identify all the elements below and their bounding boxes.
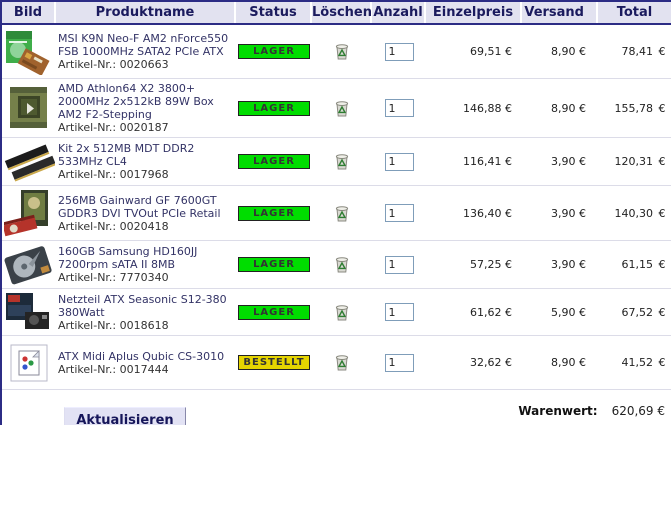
currency-symbol: € bbox=[658, 45, 666, 58]
product-image-power-supply-icon bbox=[6, 293, 49, 329]
column-header-einzelpreis: Einzelpreis bbox=[426, 2, 522, 23]
quantity-input[interactable] bbox=[384, 303, 414, 321]
product-name-link[interactable]: 160GB Samsung HD160JJ 7200rpm sATA II 8M… bbox=[58, 245, 198, 271]
unit-price: 69,51 € bbox=[470, 45, 512, 58]
table-header-row: Bild Produktname Status Löschen Anzahl E… bbox=[2, 2, 671, 25]
quantity-input[interactable] bbox=[384, 152, 414, 171]
row-total: 61,15 bbox=[621, 258, 654, 271]
cart-row: 256MB Gainward GF 7600GT GDDR3 DVI TVOut… bbox=[2, 186, 671, 241]
row-total: 78,41 bbox=[621, 45, 654, 58]
shipping-price: 8,90 € bbox=[551, 101, 586, 115]
delete-item-button[interactable] bbox=[333, 353, 351, 372]
shipping-price: 5,90 € bbox=[551, 305, 586, 319]
cart-row: ATX Midi Aplus Qubic CS-3010 Artikel-Nr.… bbox=[2, 336, 671, 390]
trash-recycle-icon bbox=[335, 100, 349, 116]
shipping-price: 8,90 € bbox=[551, 356, 586, 369]
currency-symbol: € bbox=[658, 101, 666, 115]
currency-symbol: € bbox=[658, 155, 666, 168]
row-total: 41,52 bbox=[621, 356, 654, 369]
trash-recycle-icon bbox=[335, 154, 349, 170]
delete-item-button[interactable] bbox=[333, 152, 351, 171]
status-badge: LAGER bbox=[238, 257, 310, 272]
status-badge: LAGER bbox=[238, 154, 310, 169]
shipping-price: 8,90 € bbox=[551, 45, 586, 58]
product-name-link[interactable]: ATX Midi Aplus Qubic CS-3010 bbox=[58, 349, 225, 363]
trash-recycle-icon bbox=[335, 205, 349, 221]
column-header-status: Status bbox=[236, 2, 312, 23]
status-badge: LAGER bbox=[238, 100, 310, 116]
trash-recycle-icon bbox=[335, 355, 349, 371]
delete-item-button[interactable] bbox=[333, 303, 351, 322]
column-header-anzahl: Anzahl bbox=[372, 2, 426, 23]
cart-row: Netzteil ATX Seasonic S12-380 380Watt Ar… bbox=[2, 289, 671, 336]
status-badge: LAGER bbox=[238, 205, 310, 221]
column-header-bild: Bild bbox=[2, 2, 56, 23]
status-badge: LAGER bbox=[238, 44, 310, 59]
cart-row: 160GB Samsung HD160JJ 7200rpm sATA II 8M… bbox=[2, 241, 671, 289]
quantity-input[interactable] bbox=[384, 99, 414, 117]
trash-recycle-icon bbox=[335, 44, 349, 60]
cart-row: AMD Athlon64 X2 3800+ 2000MHz 2x512kB 89… bbox=[2, 79, 671, 138]
shopping-cart-table: Bild Produktname Status Löschen Anzahl E… bbox=[0, 0, 671, 425]
article-number: Artikel-Nr.: 0020418 bbox=[58, 219, 169, 233]
product-name-link[interactable]: Netzteil ATX Seasonic S12-380 380Watt bbox=[58, 292, 227, 319]
currency-symbol: € bbox=[658, 258, 666, 271]
shipping-price: 3,90 € bbox=[551, 206, 586, 220]
row-total: 120,31 bbox=[614, 155, 654, 168]
cart-row: Kit 2x 512MB MDT DDR2 533MHz CL4 Artikel… bbox=[2, 138, 671, 186]
column-header-loeschen: Löschen bbox=[312, 2, 372, 23]
cart-footer: Aktualisieren Warenwert: 620,69 € bbox=[2, 401, 671, 425]
trash-recycle-icon bbox=[335, 304, 349, 320]
product-name-link[interactable]: MSI K9N Neo-F AM2 nForce550 FSB 1000MHz … bbox=[58, 32, 229, 58]
quantity-input[interactable] bbox=[384, 255, 414, 274]
delete-item-button[interactable] bbox=[333, 99, 351, 118]
cart-row: MSI K9N Neo-F AM2 nForce550 FSB 1000MHz … bbox=[2, 25, 671, 79]
article-number: Artikel-Nr.: 0018618 bbox=[58, 318, 169, 332]
cart-subtotal: Warenwert: 620,69 € bbox=[518, 404, 671, 418]
status-badge: BESTELLT bbox=[238, 355, 310, 370]
broken-image-placeholder-icon bbox=[10, 344, 48, 381]
unit-price: 32,62 € bbox=[470, 356, 512, 369]
article-number: Artikel-Nr.: 0020663 bbox=[58, 58, 169, 71]
article-number: Artikel-Nr.: 0017968 bbox=[58, 168, 169, 181]
unit-price: 57,25 € bbox=[470, 258, 512, 271]
product-image-ram-icon bbox=[4, 143, 55, 182]
column-header-versand: Versand bbox=[522, 2, 598, 23]
article-number: Artikel-Nr.: 0017444 bbox=[58, 362, 169, 376]
trash-recycle-icon bbox=[335, 257, 349, 273]
row-total: 67,52 bbox=[621, 305, 654, 319]
product-name-link[interactable]: AMD Athlon64 X2 3800+ 2000MHz 2x512kB 89… bbox=[58, 82, 214, 121]
subtotal-value: 620,69 € bbox=[611, 404, 665, 418]
unit-price: 136,40 € bbox=[463, 206, 512, 220]
product-image-graphics-card-icon bbox=[4, 190, 48, 237]
product-image-mainboard-icon bbox=[6, 30, 50, 75]
row-total: 155,78 bbox=[614, 101, 654, 115]
product-image-hard-drive-icon bbox=[4, 245, 52, 284]
product-name-link[interactable]: Kit 2x 512MB MDT DDR2 533MHz CL4 bbox=[58, 142, 195, 168]
quantity-input[interactable] bbox=[384, 204, 414, 222]
delete-item-button[interactable] bbox=[333, 204, 351, 223]
shipping-price: 3,90 € bbox=[551, 155, 586, 168]
unit-price: 61,62 € bbox=[470, 305, 512, 319]
quantity-input[interactable] bbox=[384, 353, 414, 372]
delete-item-button[interactable] bbox=[333, 255, 351, 274]
currency-symbol: € bbox=[658, 206, 666, 220]
shipping-price: 3,90 € bbox=[551, 258, 586, 271]
row-total: 140,30 bbox=[614, 206, 654, 220]
column-header-produktname: Produktname bbox=[56, 2, 236, 23]
product-image-cpu-box-icon bbox=[10, 87, 47, 128]
unit-price: 146,88 € bbox=[463, 101, 512, 115]
product-name-link[interactable]: 256MB Gainward GF 7600GT GDDR3 DVI TVOut… bbox=[58, 193, 221, 220]
status-badge: LAGER bbox=[238, 304, 310, 320]
delete-item-button[interactable] bbox=[333, 42, 351, 61]
quantity-input[interactable] bbox=[384, 42, 414, 61]
update-cart-button[interactable]: Aktualisieren bbox=[64, 407, 186, 425]
column-header-total: Total bbox=[616, 5, 653, 20]
article-number: Artikel-Nr.: 7770340 bbox=[58, 271, 169, 284]
subtotal-label: Warenwert: bbox=[518, 404, 598, 418]
currency-symbol: € bbox=[658, 305, 666, 319]
unit-price: 116,41 € bbox=[463, 155, 512, 168]
article-number: Artikel-Nr.: 0020187 bbox=[58, 121, 169, 134]
currency-symbol: € bbox=[658, 356, 666, 369]
